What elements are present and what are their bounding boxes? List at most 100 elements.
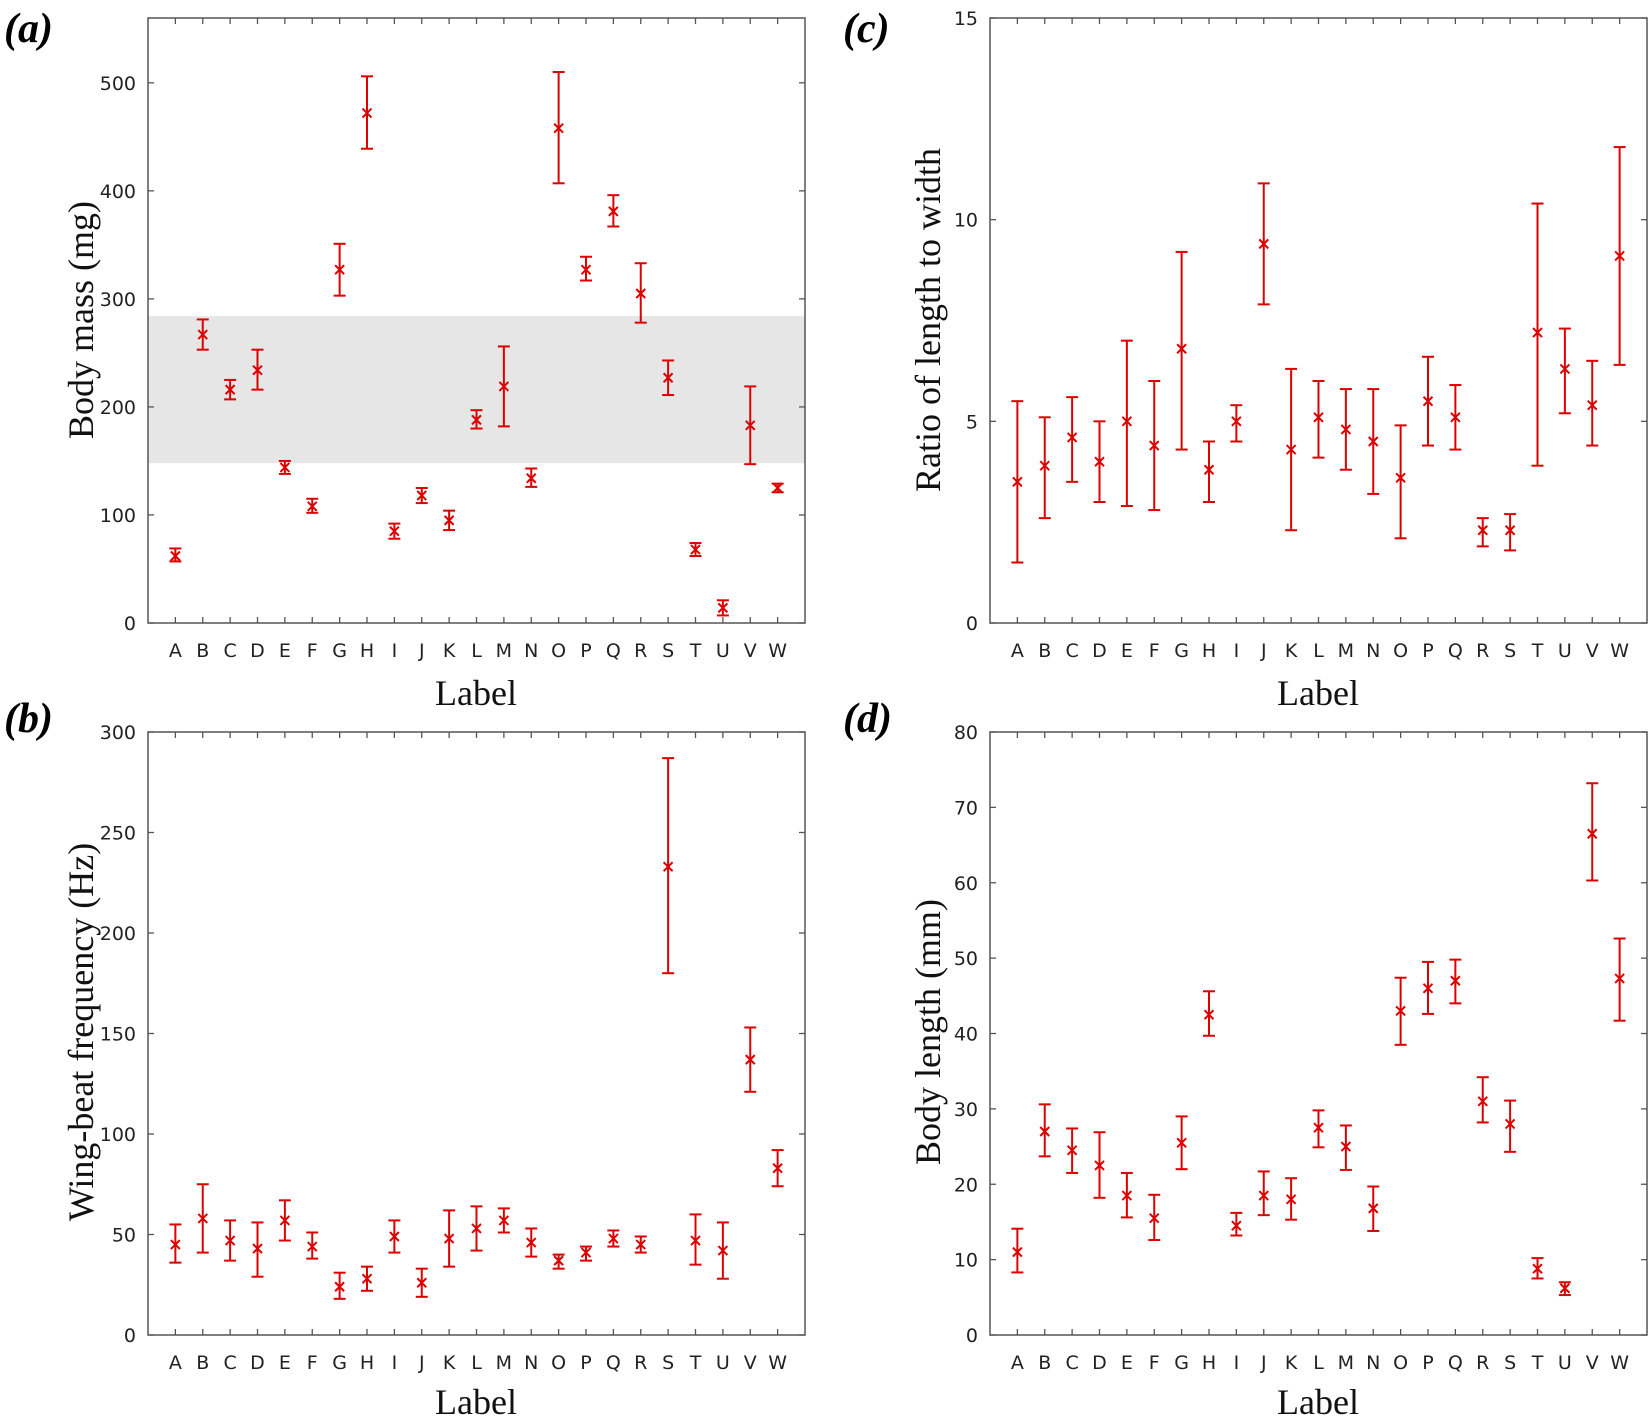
- panel-a-body-mass: (a) 0 100 200 300 400 500 A B C D E F G H I J K L M N O P Q R S T…: [4, 6, 806, 713]
- x-tick-label: I: [392, 640, 398, 662]
- data-point-W: [1613, 937, 1626, 1022]
- x-marker: [1504, 525, 1516, 536]
- x-marker: [1285, 444, 1297, 455]
- data-point-F: [1148, 1193, 1161, 1242]
- x-tick-label: N: [524, 1352, 538, 1374]
- data-point-S: [1504, 513, 1517, 552]
- x-marker: [745, 1054, 756, 1065]
- x-tick-label: J: [418, 1352, 425, 1374]
- x-marker: [1450, 975, 1461, 986]
- y-tick-label: 0: [124, 613, 136, 635]
- data-point-K: [1285, 367, 1298, 532]
- data-point-D: [251, 348, 264, 391]
- data-point-Q: [1449, 958, 1462, 1005]
- x-tick-label: K: [443, 1352, 456, 1374]
- x-tick-label: P: [1422, 640, 1433, 662]
- x-tick-label: C: [1065, 1352, 1078, 1374]
- x-marker: [252, 364, 263, 376]
- x-marker: [1532, 1263, 1543, 1274]
- x-marker: [1313, 1122, 1324, 1133]
- x-tick-label: P: [580, 640, 591, 662]
- y-tick-label: 50: [954, 948, 978, 970]
- x-marker: [416, 490, 427, 501]
- x-tick-label: U: [1558, 640, 1572, 662]
- y-tick-label: 0: [966, 613, 978, 635]
- data-point-F: [306, 1231, 319, 1260]
- y-tick-label: 10: [954, 210, 978, 232]
- x-tick-label: O: [1393, 640, 1408, 662]
- x-tick-label: E: [279, 640, 291, 662]
- x-marker: [772, 1162, 783, 1174]
- data-point-O: [552, 1253, 565, 1270]
- x-marker: [361, 1273, 373, 1284]
- x-tick-label: C: [223, 1352, 236, 1374]
- data-point-B: [196, 1183, 209, 1254]
- x-marker: [334, 1281, 345, 1292]
- x-marker: [170, 1239, 181, 1250]
- x-marker: [1559, 1283, 1571, 1294]
- data-point-I: [1230, 1211, 1243, 1237]
- data-point-K: [443, 1209, 456, 1268]
- x-marker: [526, 1237, 537, 1248]
- x-marker: [1231, 416, 1242, 427]
- data-point-G: [1175, 1115, 1188, 1171]
- y-tick-label: 250: [100, 823, 136, 845]
- x-tick-label: T: [1531, 640, 1544, 662]
- data-point-R: [634, 262, 647, 324]
- data-point-L: [470, 1205, 483, 1252]
- x-tick-label: L: [1313, 640, 1324, 662]
- x-axis-title: Label: [1277, 1382, 1359, 1422]
- x-marker: [224, 1235, 236, 1246]
- data-point-M: [497, 345, 510, 428]
- x-tick-label: J: [418, 640, 425, 662]
- data-point-I: [388, 1219, 401, 1254]
- x-tick-label: T: [689, 1352, 702, 1374]
- data-point-D: [1093, 420, 1106, 503]
- x-marker: [1039, 460, 1050, 471]
- data-point-M: [1339, 388, 1352, 471]
- x-tick-label: F: [307, 640, 318, 662]
- x-tick-label: S: [662, 1352, 674, 1374]
- panel-label: (a): [4, 6, 53, 52]
- x-tick-label: N: [1366, 640, 1380, 662]
- data-point-W: [771, 1149, 784, 1188]
- x-tick-label: W: [768, 640, 787, 662]
- x-tick-label: A: [1011, 1352, 1024, 1374]
- x-tick-label: G: [1174, 640, 1189, 662]
- x-marker: [635, 1239, 646, 1250]
- x-tick-label: R: [1476, 640, 1489, 662]
- y-tick-label: 200: [100, 397, 136, 419]
- x-tick-label: G: [1174, 1352, 1189, 1374]
- x-tick-label: R: [634, 1352, 647, 1374]
- x-tick-label: P: [1422, 1352, 1433, 1374]
- data-point-R: [1476, 517, 1489, 548]
- y-tick-label: 40: [954, 1024, 978, 1046]
- x-marker: [1422, 983, 1434, 994]
- x-marker: [662, 372, 674, 383]
- x-marker: [443, 1233, 455, 1244]
- x-tick-label: J: [1260, 1352, 1267, 1374]
- data-point-C: [1066, 1127, 1079, 1174]
- data-point-P: [1422, 355, 1434, 447]
- data-point-W: [771, 482, 784, 494]
- x-axis-title: Label: [435, 673, 517, 713]
- x-marker: [1587, 828, 1598, 839]
- x-tick-label: V: [744, 1352, 757, 1374]
- x-tick-label: W: [768, 1352, 787, 1374]
- x-marker: [1559, 363, 1571, 375]
- y-tick-label: 0: [124, 1325, 136, 1347]
- x-marker: [1395, 472, 1406, 484]
- x-marker: [1039, 1126, 1050, 1137]
- y-tick-label: 20: [954, 1174, 978, 1196]
- x-tick-label: I: [1234, 640, 1240, 662]
- x-tick-label: N: [524, 640, 538, 662]
- x-tick-label: S: [1504, 640, 1516, 662]
- data-point-G: [333, 1271, 346, 1300]
- x-tick-label: M: [1338, 1352, 1354, 1374]
- shaded-band-layer: [148, 316, 805, 464]
- x-tick-label: D: [1092, 640, 1107, 662]
- x-marker: [1614, 250, 1625, 262]
- data-point-Q: [607, 1229, 620, 1248]
- x-marker: [1176, 343, 1187, 354]
